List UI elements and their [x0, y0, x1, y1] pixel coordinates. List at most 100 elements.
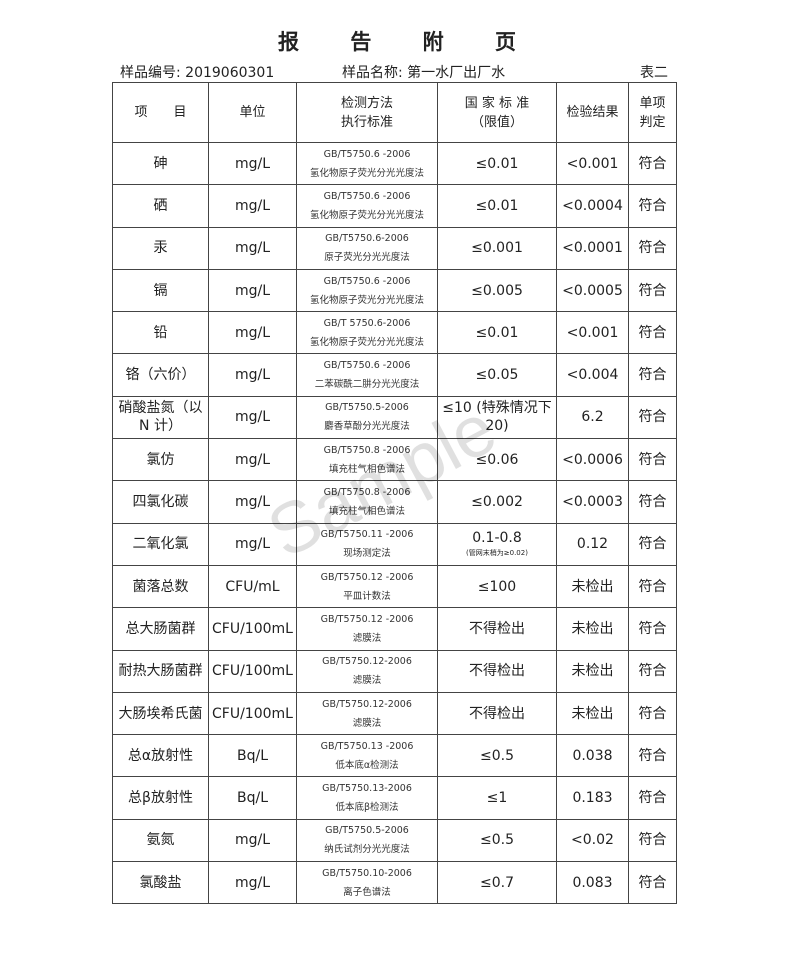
result-cell: 未检出 — [556, 649, 629, 693]
unit-cell: mg/L — [208, 480, 297, 524]
sample-number: 样品编号: 2019060301 — [120, 65, 275, 81]
judgement-cell: 符合 — [628, 353, 677, 397]
judgement-cell: 符合 — [628, 226, 677, 270]
method-cell: GB/T5750.6 -2006 氢化物原子荧光分光光度法 — [296, 184, 438, 228]
unit-cell: Bq/L — [208, 776, 297, 820]
header-item: 项 目 — [112, 82, 209, 143]
item-cell: 氨氮 — [112, 818, 209, 863]
method-cell: GB/T 5750.6-2006 氢化物原子荧光分光光度法 — [296, 311, 438, 355]
limit-cell: ≤100 — [437, 564, 557, 609]
result-cell: 6.2 — [556, 395, 629, 440]
table-row: 耐热大肠菌群 CFU/100mL GB/T5750.12-2006 滤膜法 不得检… — [112, 649, 677, 693]
table-row: 菌落总数 CFU/mL GB/T5750.12 -2006 平皿计数法 ≤100 … — [112, 564, 677, 609]
method-cell: GB/T5750.6 -2006 氢化物原子荧光分光光度法 — [296, 141, 438, 186]
item-cell: 菌落总数 — [112, 564, 209, 609]
item-cell: 总β放射性 — [112, 776, 209, 820]
result-cell: 0.183 — [556, 776, 629, 820]
results-table: 项 目 单位 检测方法 执行标准 国 家 标 准（限值） 检验结果 单项 判定 砷 … — [112, 82, 677, 905]
limit-cell: ≤0.005 — [437, 268, 557, 313]
unit-cell: CFU/100mL — [208, 649, 297, 693]
judgement-cell: 符合 — [628, 141, 677, 186]
limit-cell: 0.1-0.8 (管网末梢为≥0.02) — [437, 522, 557, 566]
method-cell: GB/T5750.8 -2006 填充柱气相色谱法 — [296, 480, 438, 524]
result-cell: <0.0001 — [556, 226, 629, 270]
item-cell: 总大肠菌群 — [112, 607, 209, 651]
item-cell: 砷 — [112, 141, 209, 186]
header-standard: 国 家 标 准（限值） — [437, 82, 557, 143]
unit-cell: mg/L — [208, 353, 297, 397]
result-cell: <0.0003 — [556, 480, 629, 524]
limit-cell: ≤0.002 — [437, 480, 557, 524]
limit-cell: 不得检出 — [437, 691, 557, 736]
result-cell: 0.083 — [556, 861, 629, 905]
judgement-cell: 符合 — [628, 480, 677, 524]
method-cell: GB/T5750.8 -2006 填充柱气相色谱法 — [296, 438, 438, 482]
unit-cell: CFU/100mL — [208, 607, 297, 651]
table-row: 氨氮 mg/L GB/T5750.5-2006 纳氏试剂分光光度法 ≤0.5 <0… — [112, 818, 677, 863]
judgement-cell: 符合 — [628, 311, 677, 355]
table-row: 硝酸盐氮（以 N 计） mg/L GB/T5750.5-2006 麝香草酚分光光度… — [112, 395, 677, 440]
table-row: 二氧化氯 mg/L GB/T5750.11 -2006 现场测定法 0.1-0.8… — [112, 522, 677, 566]
table-row: 砷 mg/L GB/T5750.6 -2006 氢化物原子荧光分光光度法 ≤0.0… — [112, 141, 677, 186]
judgement-cell: 符合 — [628, 734, 677, 778]
item-cell: 耐热大肠菌群 — [112, 649, 209, 693]
table-label: 表二 — [640, 65, 668, 81]
judgement-cell: 符合 — [628, 438, 677, 482]
judgement-cell: 符合 — [628, 649, 677, 693]
limit-cell: ≤10 (特殊情况下 20) — [437, 395, 557, 440]
result-cell: <0.0005 — [556, 268, 629, 313]
sample-name: 样品名称: 第一水厂出厂水 — [342, 65, 506, 81]
judgement-cell: 符合 — [628, 776, 677, 820]
unit-cell: CFU/100mL — [208, 691, 297, 736]
item-cell: 氯酸盐 — [112, 861, 209, 905]
judgement-cell: 符合 — [628, 691, 677, 736]
unit-cell: mg/L — [208, 226, 297, 270]
result-cell: <0.004 — [556, 353, 629, 397]
result-cell: 未检出 — [556, 564, 629, 609]
limit-cell: ≤0.5 — [437, 734, 557, 778]
method-cell: GB/T5750.5-2006 纳氏试剂分光光度法 — [296, 818, 438, 863]
method-cell: GB/T5750.12-2006 滤膜法 — [296, 691, 438, 736]
judgement-cell: 符合 — [628, 268, 677, 313]
unit-cell: mg/L — [208, 818, 297, 863]
result-cell: <0.001 — [556, 311, 629, 355]
method-cell: GB/T5750.11 -2006 现场测定法 — [296, 522, 438, 566]
item-cell: 氯仿 — [112, 438, 209, 482]
table-row: 氯酸盐 mg/L GB/T5750.10-2006 离子色谱法 ≤0.7 0.08… — [112, 861, 677, 905]
table-row: 镉 mg/L GB/T5750.6 -2006 氢化物原子荧光分光光度法 ≤0.0… — [112, 268, 677, 313]
result-cell: <0.0004 — [556, 184, 629, 228]
judgement-cell: 符合 — [628, 861, 677, 905]
limit-cell: ≤0.5 — [437, 818, 557, 863]
judgement-cell: 符合 — [628, 522, 677, 566]
method-cell: GB/T5750.5-2006 麝香草酚分光光度法 — [296, 395, 438, 440]
header-judgement: 单项 判定 — [628, 82, 677, 143]
result-cell: <0.0006 — [556, 438, 629, 482]
item-cell: 铬（六价） — [112, 353, 209, 397]
header-unit: 单位 — [208, 82, 297, 143]
unit-cell: CFU/mL — [208, 564, 297, 609]
method-cell: GB/T5750.6-2006 原子荧光分光光度法 — [296, 226, 438, 270]
judgement-cell: 符合 — [628, 818, 677, 863]
unit-cell: mg/L — [208, 438, 297, 482]
result-cell: 未检出 — [556, 691, 629, 736]
header-row: 项 目 单位 检测方法 执行标准 国 家 标 准（限值） 检验结果 单项 判定 — [112, 82, 677, 143]
unit-cell: mg/L — [208, 861, 297, 905]
method-cell: GB/T5750.6 -2006 二苯碳酰二肼分光光度法 — [296, 353, 438, 397]
table-row: 氯仿 mg/L GB/T5750.8 -2006 填充柱气相色谱法 ≤0.06 <… — [112, 438, 677, 482]
table-row: 总β放射性 Bq/L GB/T5750.13-2006 低本底β检测法 ≤1 0.… — [112, 776, 677, 820]
unit-cell: mg/L — [208, 184, 297, 228]
method-cell: GB/T5750.6 -2006 氢化物原子荧光分光光度法 — [296, 268, 438, 313]
unit-cell: mg/L — [208, 395, 297, 440]
table-row: 铬（六价） mg/L GB/T5750.6 -2006 二苯碳酰二肼分光光度法 ≤… — [112, 353, 677, 397]
unit-cell: mg/L — [208, 141, 297, 186]
table-row: 大肠埃希氏菌 CFU/100mL GB/T5750.12-2006 滤膜法 不得检… — [112, 691, 677, 736]
table-row: 四氯化碳 mg/L GB/T5750.8 -2006 填充柱气相色谱法 ≤0.00… — [112, 480, 677, 524]
result-cell: 0.038 — [556, 734, 629, 778]
method-cell: GB/T5750.10-2006 离子色谱法 — [296, 861, 438, 905]
limit-cell: ≤0.06 — [437, 438, 557, 482]
item-cell: 汞 — [112, 226, 209, 270]
table-row: 总α放射性 Bq/L GB/T5750.13 -2006 低本底α检测法 ≤0.5… — [112, 734, 677, 778]
judgement-cell: 符合 — [628, 184, 677, 228]
item-cell: 四氯化碳 — [112, 480, 209, 524]
limit-cell: ≤1 — [437, 776, 557, 820]
